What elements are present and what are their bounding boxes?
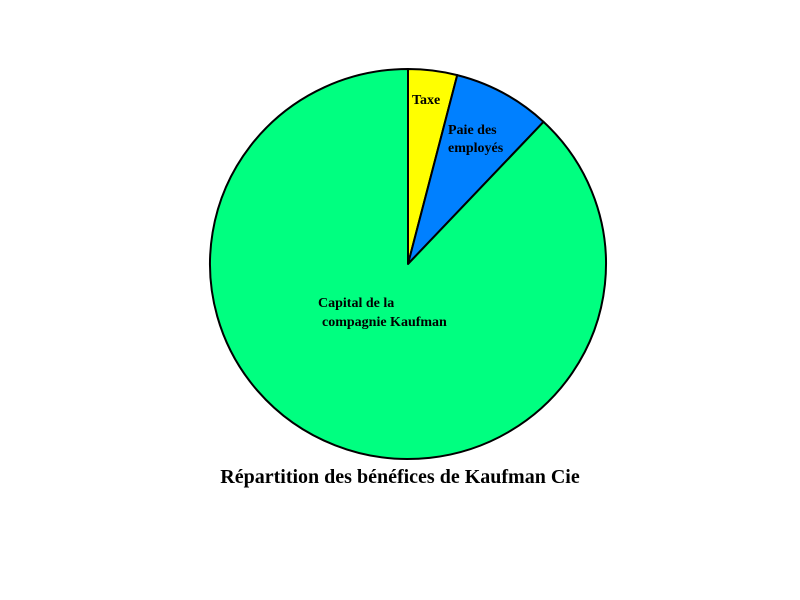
pie-slice-1: [407, 74, 545, 265]
slice-label-2: Capital de la compagnie Kaufman: [318, 296, 447, 330]
slice-label-1: Paie des employés: [448, 123, 504, 156]
slice-label-line: Capital de la: [318, 296, 394, 311]
slice-label-line: Paie des: [448, 123, 497, 138]
slice-label-line: compagnie Kaufman: [322, 315, 447, 330]
chart-title: Répartition des bénéfices de Kaufman Cie: [220, 466, 580, 488]
slice-label-line: Taxe: [412, 93, 440, 108]
slice-label-line: employés: [448, 141, 504, 156]
pie-slice-2: [209, 68, 607, 460]
slice-label-0: Taxe: [412, 93, 440, 108]
